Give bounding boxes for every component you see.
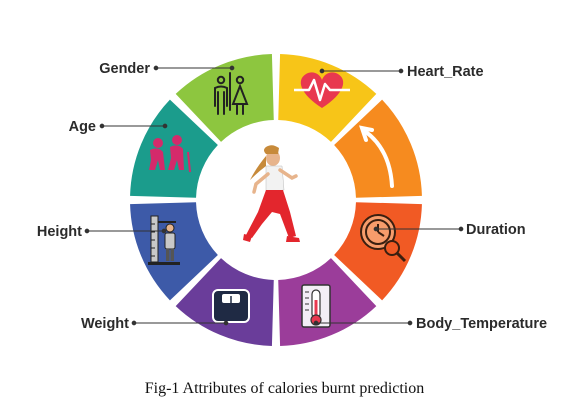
segment-icons xyxy=(148,72,407,328)
heart-rate-icon xyxy=(294,72,350,108)
callout-body-temperature: Body_Temperature xyxy=(313,316,547,332)
callout-weight: Weight xyxy=(81,316,229,332)
label-duration: Duration xyxy=(466,222,526,238)
clock-search-icon xyxy=(360,214,407,263)
label-height: Height xyxy=(37,224,82,240)
height-measure-icon xyxy=(148,215,180,265)
label-body-temperature: Body_Temperature xyxy=(416,316,547,332)
figure-caption: Fig-1 Attributes of calories burnt predi… xyxy=(145,380,425,397)
segment-trend xyxy=(334,99,422,198)
label-weight: Weight xyxy=(81,316,129,332)
label-heart-rate: Heart_Rate xyxy=(407,64,484,80)
restroom-icon xyxy=(214,72,249,115)
elderly-couple-icon xyxy=(149,135,191,173)
segment-duration xyxy=(334,202,422,301)
callouts: Gender Heart_Rate Duration Body_Temperat… xyxy=(37,61,547,332)
thermometer-icon xyxy=(301,284,331,328)
scale-icon xyxy=(212,289,250,323)
callout-age: Age xyxy=(69,119,168,135)
runner-icon xyxy=(243,145,300,242)
callout-heart-rate: Heart_Rate xyxy=(319,64,484,80)
label-gender: Gender xyxy=(99,61,150,77)
label-age: Age xyxy=(69,119,96,135)
callout-gender: Gender xyxy=(99,61,235,77)
callout-height: Height xyxy=(37,224,167,240)
curved-arrow-icon xyxy=(359,125,394,188)
callout-duration: Duration xyxy=(373,222,526,238)
